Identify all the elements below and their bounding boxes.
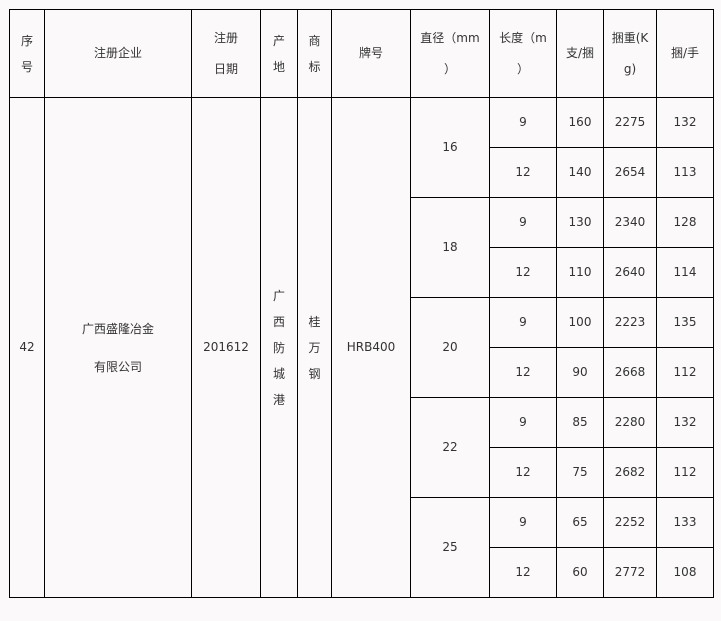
cell-bundles: 114 <box>656 247 714 298</box>
cell-bundles: 133 <box>656 497 714 548</box>
cell-length: 12 <box>489 447 557 498</box>
cell-bundles: 132 <box>656 397 714 448</box>
cell-pieces: 140 <box>556 147 604 198</box>
cell-grade: HRB400 <box>331 97 411 598</box>
cell-weight: 2340 <box>603 197 657 248</box>
cell-length: 9 <box>489 197 557 248</box>
cell-length: 12 <box>489 347 557 398</box>
text-line: 广西盛隆冶金 <box>81 321 154 336</box>
cell-date: 201612 <box>191 97 261 598</box>
text-line: 防 <box>272 340 285 355</box>
header-col-brand: 商标 <box>297 9 332 98</box>
header-col-date: 注册 日期 <box>191 9 261 98</box>
cell-pieces: 110 <box>556 247 604 298</box>
rebar-spec-table: 序号注册企业 注册 日期产地商标牌号 直径（mm）长度（m）支/捆 捆重(K g) 捆/手 … <box>9 9 714 598</box>
cell-length: 9 <box>489 297 557 348</box>
cell-bundles: 128 <box>656 197 714 248</box>
cell-diameter: 16 <box>410 97 490 198</box>
header-col-diameter: 直径（mm ） <box>410 9 490 98</box>
header-col-length: 长度（m ） <box>489 9 557 98</box>
cell-bundles: 113 <box>656 147 714 198</box>
table-row: 12 90 2668 112 <box>10 347 714 398</box>
table-row: 25 9 65 2252 133 <box>10 497 714 598</box>
cell-bundles: 112 <box>656 347 714 398</box>
cell-pieces: 85 <box>556 397 604 448</box>
header-col-pieces: 支/捆 <box>556 9 604 98</box>
cell-pieces: 65 <box>556 497 604 548</box>
text-line: 广 <box>272 288 285 303</box>
cell-pieces: 160 <box>556 97 604 148</box>
text-line: 产 <box>272 33 285 48</box>
table-row: 12 60 2772 108 <box>10 547 714 598</box>
cell-pieces: 75 <box>556 447 604 498</box>
cell-origin: 广西防城港 <box>260 97 298 598</box>
text-line: 商 <box>308 33 321 48</box>
cell-bundles: 112 <box>656 447 714 498</box>
cell-bundles: 108 <box>656 547 714 598</box>
cell-length: 9 <box>489 497 557 548</box>
cell-weight: 2275 <box>603 97 657 148</box>
text-line: 港 <box>272 392 285 407</box>
text-line: 牌号 <box>358 46 383 60</box>
text-line: 西 <box>272 314 285 329</box>
cell-bundles: 132 <box>656 97 714 148</box>
cell-company: 广西盛隆冶金 有限公司 <box>44 97 192 598</box>
cell-weight: 2772 <box>603 547 657 598</box>
table-row: 12 110 2640 114 <box>10 247 714 298</box>
cell-diameter: 22 <box>410 397 490 498</box>
cell-index: 42 <box>9 97 45 598</box>
header-col-company: 注册企业 <box>44 9 192 98</box>
cell-weight: 2223 <box>603 297 657 348</box>
text-line: 桂 <box>308 314 321 329</box>
header-col-weight: 捆重(K g) <box>603 9 657 98</box>
cell-pieces: 60 <box>556 547 604 598</box>
text-line: 支/捆 <box>565 46 595 60</box>
cell-weight: 2682 <box>603 447 657 498</box>
text-line: 万 <box>308 340 321 355</box>
table-row: 12 140 2654 113 <box>10 147 714 198</box>
text-line: 捆/手 <box>670 46 700 60</box>
cell-weight: 2654 <box>603 147 657 198</box>
cell-weight: 2252 <box>603 497 657 548</box>
header-row: 序号注册企业 注册 日期产地商标牌号 直径（mm）长度（m）支/捆 捆重(K g) 捆/手 <box>9 9 714 98</box>
header-col-grade: 牌号 <box>331 9 411 98</box>
cell-weight: 2640 <box>603 247 657 298</box>
cell-length: 12 <box>489 547 557 598</box>
text-line: 有限公司 <box>93 359 142 374</box>
text-line: 号 <box>20 59 33 74</box>
text-line: 城 <box>272 366 285 381</box>
text-line: 直径（mm <box>420 30 480 45</box>
cell-length: 9 <box>489 397 557 448</box>
header-col-index: 序号 <box>9 9 45 98</box>
text-line: ） <box>443 61 456 76</box>
text-line: 注册企业 <box>93 46 142 60</box>
table-row: 42 广西盛隆冶金 有限公司 201612 广西防城港桂万钢 HRB400 16 9 160 22… <box>9 97 714 598</box>
cell-diameter: 20 <box>410 297 490 398</box>
text-line: 长度（m <box>499 30 547 45</box>
text-line: g) <box>623 61 637 76</box>
text-line: 序 <box>20 33 33 48</box>
cell-diameter: 18 <box>410 197 490 298</box>
cell-diameter: 25 <box>410 497 490 598</box>
cell-brand: 桂万钢 <box>297 97 332 598</box>
cell-length: 12 <box>489 247 557 298</box>
text-line: ） <box>516 61 529 76</box>
header-col-bundles: 捆/手 <box>656 9 714 98</box>
text-line: 钢 <box>308 366 321 381</box>
text-line: 地 <box>272 59 285 74</box>
cell-pieces: 100 <box>556 297 604 348</box>
cell-pieces: 90 <box>556 347 604 398</box>
cell-length: 9 <box>489 97 557 148</box>
text-line: 捆重(K <box>611 30 649 45</box>
text-line: 日期 <box>213 61 238 76</box>
cell-bundles: 135 <box>656 297 714 348</box>
cell-weight: 2280 <box>603 397 657 448</box>
cell-pieces: 130 <box>556 197 604 248</box>
header-col-origin: 产地 <box>260 9 298 98</box>
text-line: 注册 <box>213 30 238 45</box>
cell-length: 12 <box>489 147 557 198</box>
text-line: 标 <box>308 59 321 74</box>
cell-weight: 2668 <box>603 347 657 398</box>
